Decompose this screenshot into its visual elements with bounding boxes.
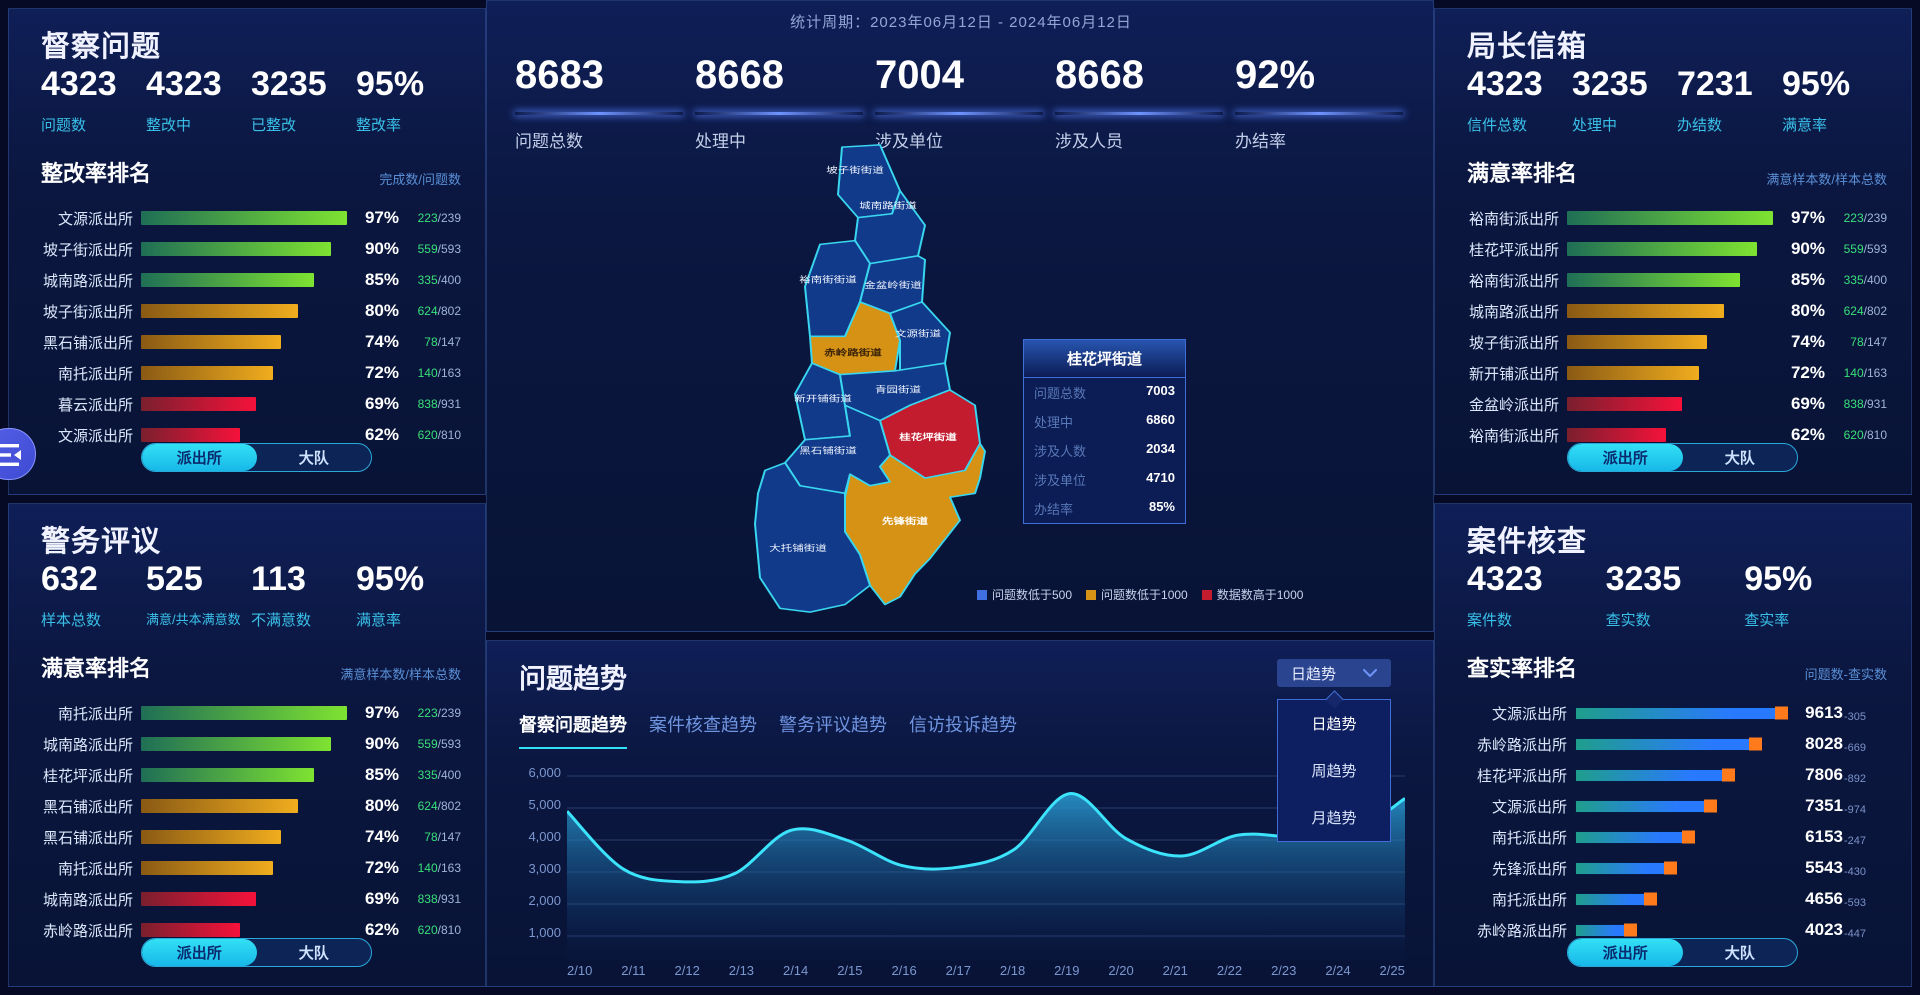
svg-text:赤岭路街道: 赤岭路街道 xyxy=(824,347,882,358)
svg-text:桂花坪街道: 桂花坪街道 xyxy=(898,431,957,442)
svg-text:先锋街道: 先锋街道 xyxy=(882,515,929,526)
svg-text:文源街道: 文源街道 xyxy=(895,328,941,339)
svg-text:金盆岭街道: 金盆岭街道 xyxy=(864,279,921,290)
svg-text:坡子街街道: 坡子街街道 xyxy=(826,165,883,176)
svg-text:黑石铺街道: 黑石铺街道 xyxy=(799,445,856,456)
svg-text:大托铺街道: 大托铺街道 xyxy=(769,542,826,553)
svg-text:青园街道: 青园街道 xyxy=(875,384,921,395)
svg-text:裕南街街道: 裕南街街道 xyxy=(799,274,856,285)
svg-text:城南路街道: 城南路街道 xyxy=(859,200,916,211)
svg-text:新开铺街道: 新开铺街道 xyxy=(794,393,851,404)
